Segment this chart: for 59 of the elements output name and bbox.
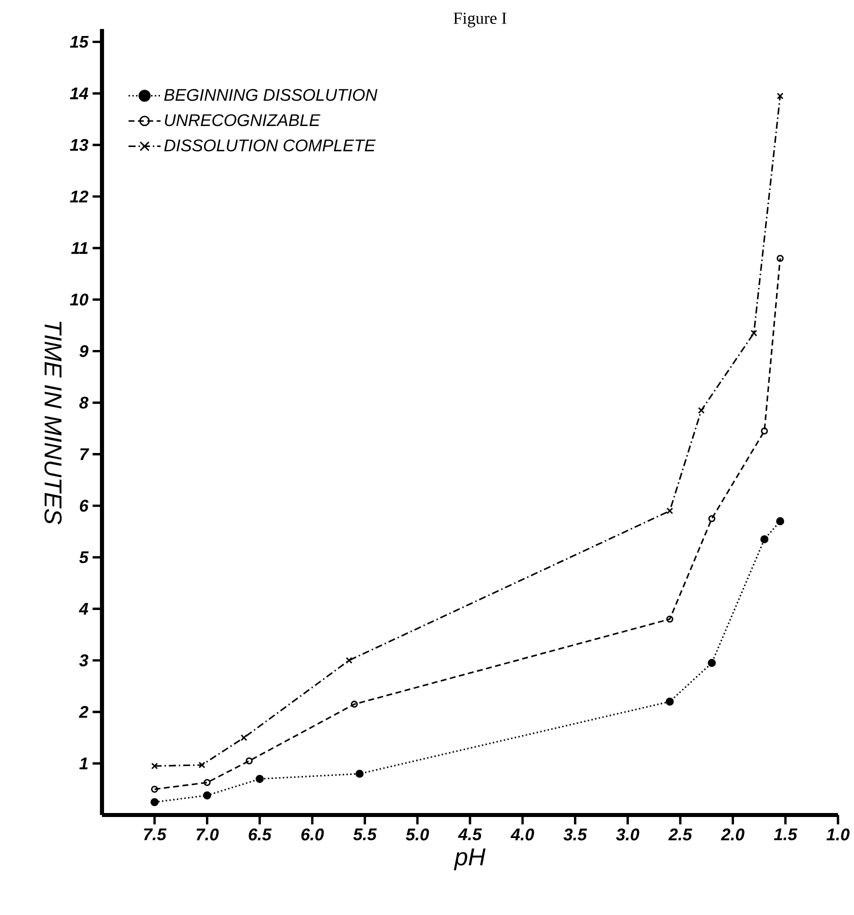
y-tick-label: 8 — [79, 396, 88, 409]
legend-label: BEGINNING DISSOLUTION — [164, 88, 378, 101]
x-tick-label: 6.5 — [248, 828, 272, 840]
point — [776, 254, 784, 262]
x-tick-label: 3.5 — [564, 828, 588, 840]
x-tick-label: 7.0 — [196, 828, 219, 840]
y-tick-label: 10 — [70, 294, 88, 306]
point — [666, 616, 674, 623]
y-tick-label: 9 — [80, 345, 88, 358]
y-tick-label: 4 — [78, 603, 88, 615]
point — [666, 508, 674, 514]
point — [708, 515, 716, 522]
y-tick-label: 5 — [79, 551, 89, 564]
y-tick-label: 1 — [79, 758, 88, 770]
y-tick-label: 14 — [70, 88, 88, 100]
point — [750, 330, 758, 336]
y-tick-label: 3 — [79, 654, 88, 666]
point — [346, 657, 352, 664]
point — [240, 734, 248, 742]
point — [198, 762, 206, 768]
point — [256, 774, 264, 783]
y-tick-label: 2 — [78, 706, 88, 718]
x-tick-label: 1.0 — [826, 828, 850, 840]
x-axis-title: pH — [454, 848, 486, 870]
point — [350, 700, 358, 708]
y-tick-label: 12 — [70, 190, 88, 202]
point — [776, 92, 784, 100]
point — [760, 428, 768, 435]
x-tick-label: 4.5 — [458, 828, 482, 840]
legend-label: DISSOLUTION COMPLETE — [164, 139, 376, 152]
point — [151, 762, 158, 770]
point — [150, 798, 159, 806]
point — [356, 770, 364, 778]
point — [203, 791, 212, 800]
y-axis-title: TIME IN MINUTES — [44, 322, 62, 524]
point — [708, 658, 716, 667]
x-tick-label: 2.0 — [720, 828, 744, 840]
x-tick-label: 2.5 — [668, 828, 692, 840]
x-tick-label: 5.0 — [406, 828, 429, 840]
point — [760, 535, 768, 544]
x-tick-label: 3.0 — [616, 828, 640, 840]
x-tick-label: 4.0 — [510, 828, 534, 840]
x-tick-label: 5.5 — [353, 828, 377, 840]
y-tick-label: 15 — [70, 36, 89, 48]
y-tick-label: 7 — [80, 448, 90, 460]
y-tick-label: 13 — [70, 138, 88, 151]
point — [246, 757, 253, 764]
point — [151, 786, 158, 793]
point — [204, 779, 211, 786]
x-tick-label: 7.5 — [144, 828, 166, 840]
legend-label: UNRECOGNIZABLE — [164, 114, 320, 126]
point — [776, 517, 784, 526]
y-tick-label: 6 — [80, 500, 89, 512]
y-tick-label: 11 — [71, 242, 88, 254]
point — [666, 698, 674, 706]
x-tick-label: 1.5 — [774, 828, 798, 840]
x-tick-label: 6.0 — [301, 828, 324, 840]
chart-title: Figure I — [454, 12, 506, 28]
point — [698, 407, 705, 414]
